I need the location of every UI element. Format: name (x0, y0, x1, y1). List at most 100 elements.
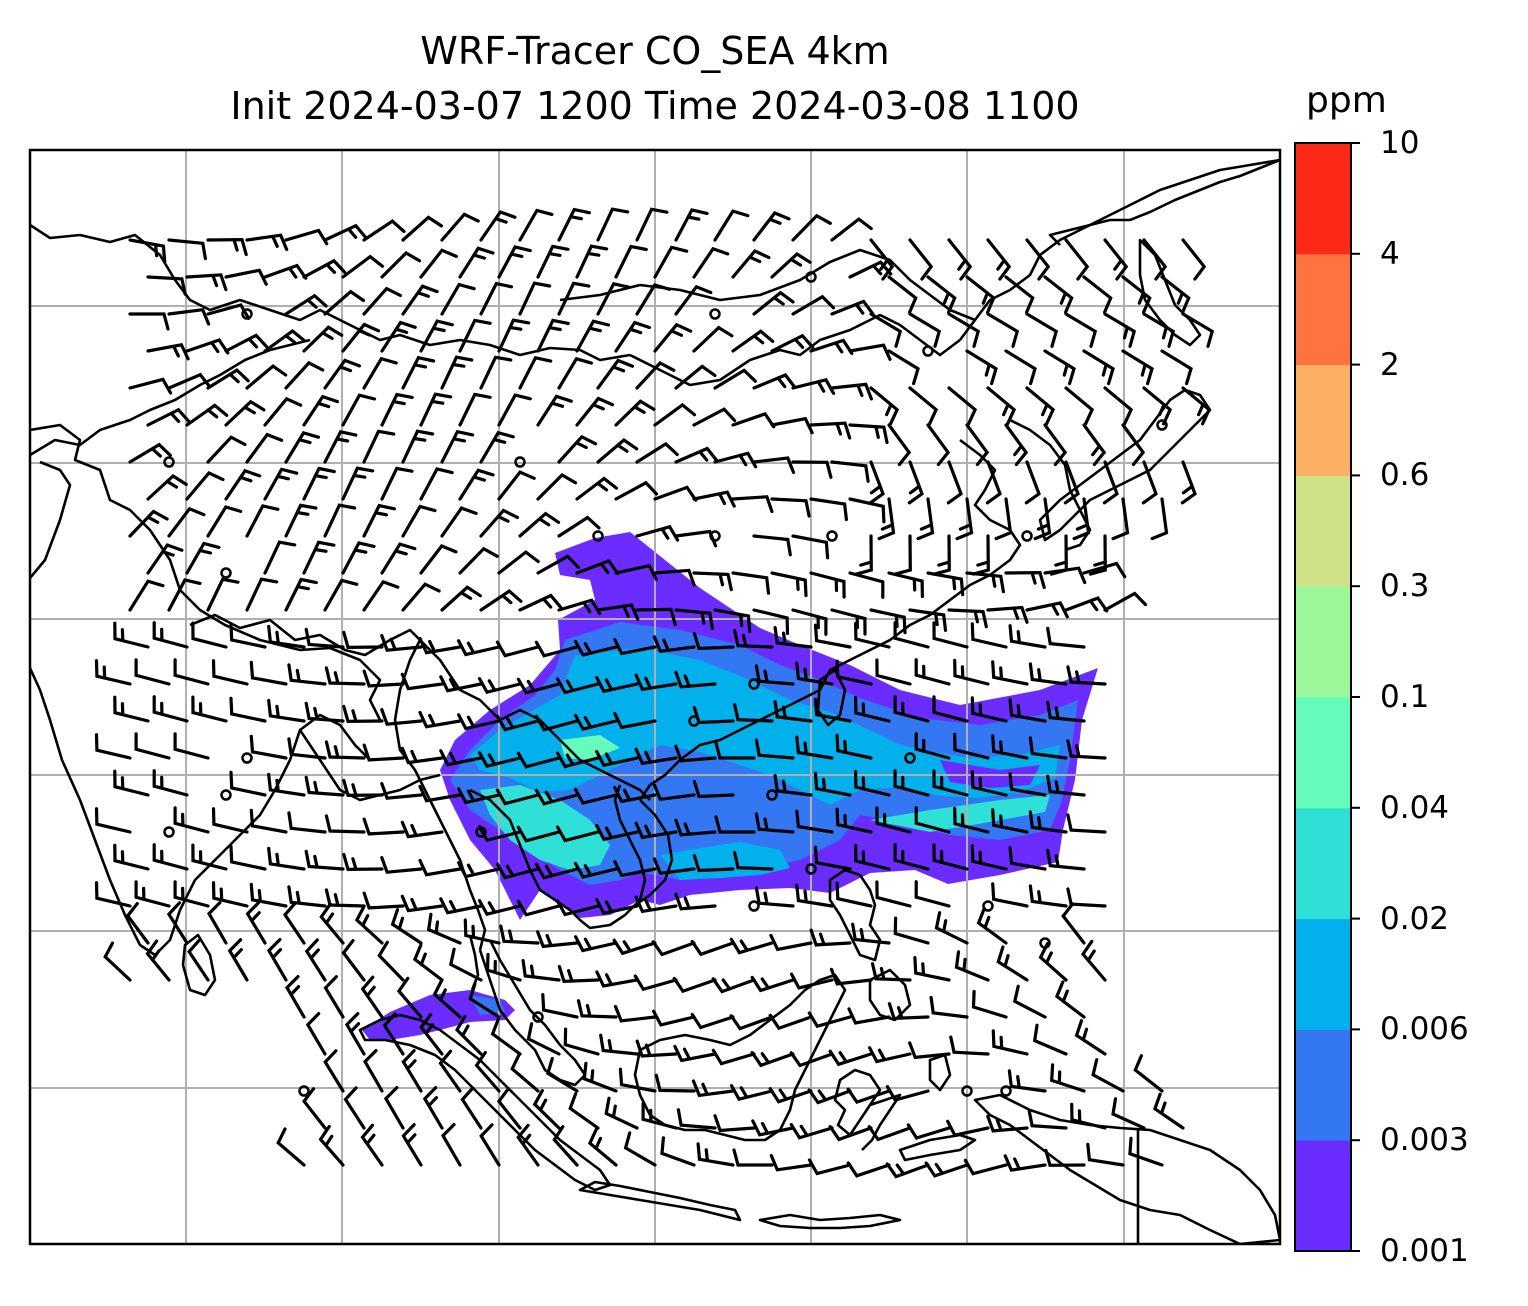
wind-barb (1066, 665, 1107, 686)
wind-barb (287, 885, 327, 908)
colorbar-segment (1295, 143, 1351, 255)
wind-barb (518, 355, 553, 390)
wind-barb (146, 343, 190, 361)
wind-barb (633, 974, 678, 992)
wind-barb (263, 263, 308, 280)
coast-halmahera (928, 1053, 952, 1092)
wind-barb (341, 393, 377, 427)
wind-barb (641, 1102, 678, 1130)
wind-barb (344, 1012, 366, 1056)
wind-barb (284, 577, 318, 612)
wind-barb (752, 211, 791, 242)
wind-barb (382, 1012, 405, 1056)
wind-barb (360, 975, 384, 1019)
wind-barb (1043, 349, 1076, 386)
wind-barb (869, 312, 903, 348)
wind-barb (419, 319, 454, 353)
wind-barb (795, 735, 834, 760)
wind-barb (362, 579, 400, 612)
wind-barb (448, 947, 483, 982)
wind-barb (536, 554, 581, 575)
wind-barb (696, 1142, 735, 1167)
calm-wind-circle (961, 1085, 973, 1097)
wind-barb (770, 251, 812, 279)
wind-barb (635, 441, 679, 464)
calm-wind-circle (709, 308, 721, 320)
wind-barb (516, 899, 561, 917)
wind-barb (660, 1136, 696, 1167)
wind-barb (354, 904, 384, 945)
wind-barb (173, 732, 210, 760)
wind-barb (458, 246, 495, 279)
wind-barb (885, 1085, 930, 1102)
wind-barb (419, 467, 454, 501)
co-tracer-plume (362, 532, 1098, 1040)
wind-barb (854, 534, 873, 576)
wind-barb (1066, 739, 1107, 760)
wind-barb (651, 940, 696, 957)
wind-barb (304, 701, 345, 723)
wind-barb (653, 322, 693, 353)
wind-barb (599, 1033, 639, 1056)
wind-barb (575, 476, 618, 501)
wind-barb (635, 607, 677, 626)
wind-barb (634, 895, 678, 914)
wind-barb (576, 999, 618, 1019)
wind-barb (534, 640, 579, 658)
wind-barb (380, 708, 423, 726)
wind-barb (426, 912, 462, 945)
wind-barb (1004, 570, 1046, 590)
wind-barb (1004, 349, 1037, 386)
wind-barb (854, 769, 891, 797)
wind-barb (412, 943, 444, 982)
wind-barb (926, 275, 957, 314)
wind-barb (245, 233, 289, 252)
wind-barb (324, 666, 366, 686)
wind-barb (887, 571, 924, 599)
wind-barb (953, 732, 990, 760)
wind-barb (103, 941, 132, 982)
wind-barb (454, 1014, 483, 1056)
wind-barb (113, 843, 150, 871)
wind-barb (401, 284, 439, 316)
lat-lon-grid (30, 150, 1280, 1244)
wind-barb (733, 702, 774, 723)
wind-barb (479, 508, 519, 538)
wind-barb (400, 894, 444, 913)
wind-barb (276, 1127, 306, 1167)
wind-barb (495, 862, 540, 880)
wind-barb (1088, 534, 1107, 576)
coast-china-east (1048, 158, 1280, 246)
wind-barb (1128, 1136, 1164, 1167)
wind-barb (809, 571, 846, 599)
wind-barb (458, 546, 499, 575)
wind-barb (146, 275, 187, 296)
wind-barb (1070, 1102, 1107, 1130)
wind-barb (731, 571, 771, 595)
calm-wind-circle (982, 900, 994, 912)
wind-barb (477, 825, 522, 843)
wind-barb (963, 1158, 1008, 1176)
wind-barb (552, 1125, 579, 1167)
wind-barb (692, 407, 737, 427)
wind-barb (653, 568, 696, 587)
wind-barb (690, 1012, 735, 1030)
wind-barb (791, 460, 833, 479)
wind-barb (341, 322, 381, 353)
wind-barb (304, 627, 345, 649)
wind-barb (185, 471, 225, 501)
wind-barb (754, 738, 795, 760)
wind-barb (440, 429, 475, 464)
wind-barb (789, 1123, 834, 1140)
colorbar-tick-label: 2 (1380, 346, 1400, 383)
wind-barb (284, 503, 318, 538)
wind-barb (635, 207, 669, 242)
wind-barb (1043, 275, 1074, 314)
wind-barb (986, 312, 1020, 348)
wind-barb (534, 788, 579, 806)
wind-barb (263, 396, 303, 427)
wind-barb (185, 403, 229, 427)
wind-barb (908, 238, 934, 281)
wind-barb (613, 1004, 657, 1023)
wind-barb (1050, 1063, 1086, 1093)
